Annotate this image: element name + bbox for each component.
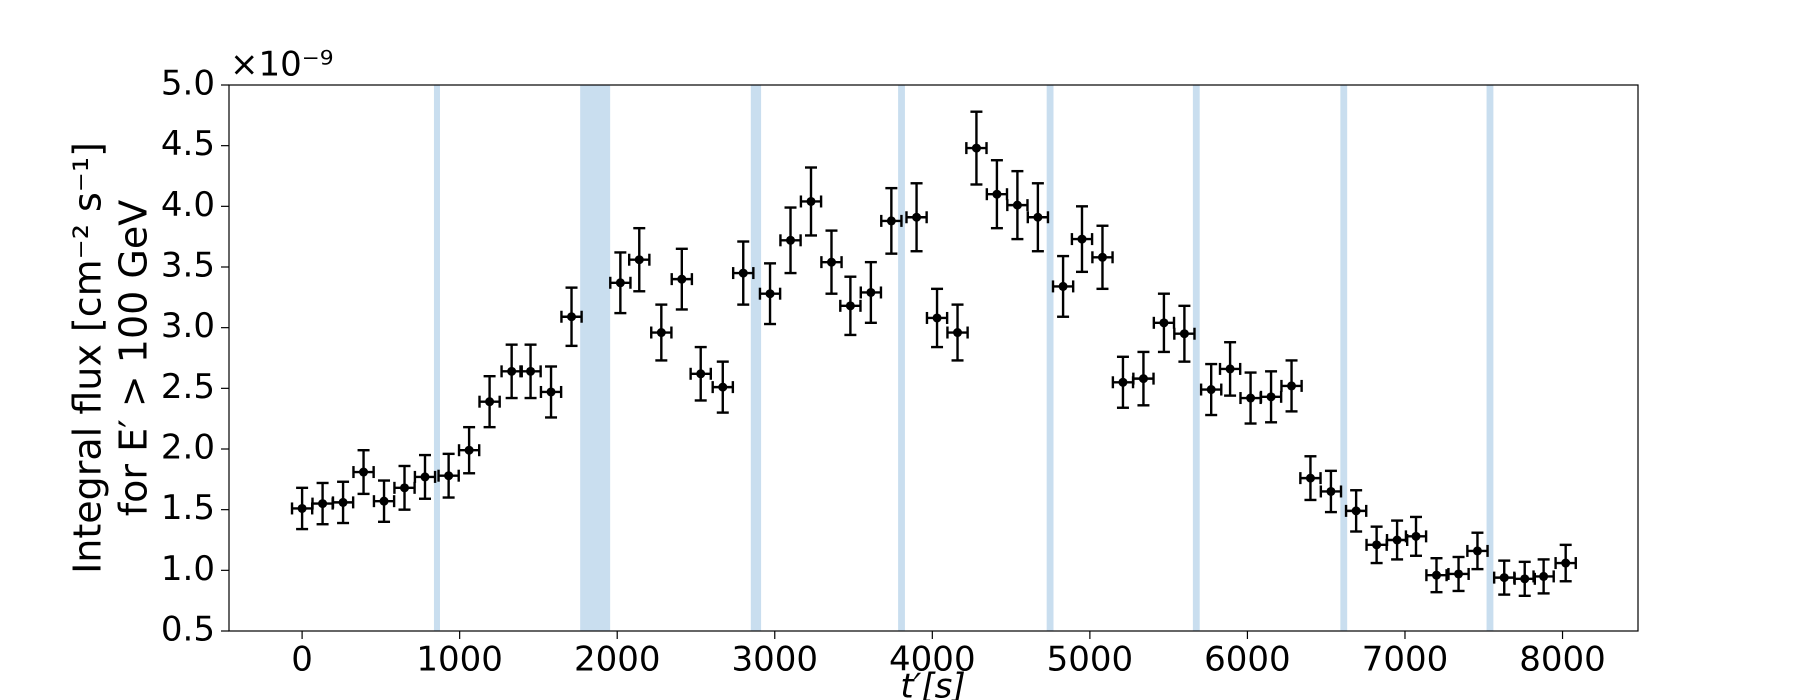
data-point: [1012, 200, 1022, 210]
data-point: [1561, 558, 1571, 568]
shaded-span: [580, 84, 611, 632]
data-point: [464, 445, 474, 455]
y-axis-label: for E′ > 100 GeV: [112, 200, 156, 516]
data-point: [1246, 393, 1256, 403]
data-point: [1206, 385, 1216, 395]
data-point: [1392, 535, 1402, 545]
data-point: [806, 196, 816, 206]
data-point: [546, 387, 556, 397]
data-point: [1058, 281, 1068, 291]
data-point: [1138, 374, 1148, 384]
y-tick-label: 4.0: [161, 185, 215, 225]
y-axis-label: Integral flux [cm⁻² s⁻¹]: [66, 142, 110, 574]
data-point: [1033, 212, 1043, 222]
data-point: [1454, 569, 1464, 579]
data-point: [1520, 574, 1530, 584]
x-tick-label: 6000: [1204, 640, 1291, 680]
data-point: [1326, 486, 1336, 496]
y-tick-label: 0.5: [161, 610, 215, 650]
x-tick-label: 1000: [416, 640, 503, 680]
shaded-span: [898, 84, 905, 632]
data-point: [866, 287, 876, 297]
data-point: [1499, 573, 1509, 583]
data-point: [1077, 234, 1087, 244]
data-point: [738, 268, 748, 278]
data-point: [1305, 473, 1315, 483]
data-point: [1539, 571, 1549, 581]
data-point: [1431, 570, 1441, 580]
data-point: [1411, 531, 1421, 541]
data-point: [400, 483, 410, 493]
y-offset-label: ×10⁻⁹: [230, 45, 333, 85]
data-point: [1266, 392, 1276, 402]
data-point: [765, 289, 775, 299]
data-point: [444, 471, 454, 481]
data-point: [485, 397, 495, 407]
data-point: [845, 301, 855, 311]
x-tick-label: 5000: [1047, 640, 1134, 680]
data-point: [912, 212, 922, 222]
data-point: [1118, 377, 1128, 387]
x-tick-label: 4000: [889, 640, 976, 680]
data-point: [656, 328, 666, 338]
y-tick-label: 4.5: [161, 124, 215, 164]
data-point: [634, 255, 644, 265]
y-tick-label: 3.0: [161, 306, 215, 346]
data-point: [420, 472, 430, 482]
data-point: [338, 497, 348, 507]
data-point: [1179, 329, 1189, 339]
x-axis-label: t′[s]: [900, 667, 965, 700]
y-tick-label: 2.0: [161, 428, 215, 468]
data-point: [932, 313, 942, 323]
data-point: [1225, 364, 1235, 374]
shaded-span: [1192, 84, 1200, 632]
data-point: [1472, 546, 1482, 556]
data-point: [992, 189, 1002, 199]
data-point: [826, 257, 836, 267]
data-point: [1159, 318, 1169, 328]
y-tick-label: 2.5: [161, 367, 215, 407]
x-tick-label: 8000: [1519, 640, 1606, 680]
data-point: [971, 143, 981, 153]
data-point: [379, 496, 389, 506]
data-point: [615, 278, 625, 288]
data-point: [786, 235, 796, 245]
shaded-span: [433, 84, 440, 632]
data-point: [567, 312, 577, 322]
shaded-span: [1340, 84, 1348, 632]
data-point: [1372, 540, 1382, 550]
data-point: [696, 369, 706, 379]
data-point: [886, 216, 896, 226]
y-tick-label: 1.0: [161, 549, 215, 589]
data-point: [297, 503, 307, 513]
x-tick-label: 3000: [731, 640, 818, 680]
data-point: [526, 366, 536, 376]
data-point: [359, 467, 369, 477]
y-tick-label: 5.0: [161, 64, 215, 104]
data-point: [1097, 252, 1107, 262]
x-tick-label: 7000: [1362, 640, 1449, 680]
x-tick-label: 0: [291, 640, 313, 680]
shaded-span: [1046, 84, 1054, 632]
data-point: [1287, 381, 1297, 391]
data-point: [318, 499, 328, 509]
data-point: [677, 274, 687, 284]
data-point: [1351, 506, 1361, 516]
y-tick-label: 3.5: [161, 246, 215, 286]
plot-frame: [228, 84, 1639, 632]
data-point: [953, 328, 963, 338]
data-point: [507, 366, 517, 376]
y-tick-label: 1.5: [161, 488, 215, 528]
x-tick-label: 2000: [574, 640, 661, 680]
shaded-span: [750, 84, 762, 632]
data-point: [718, 382, 728, 392]
